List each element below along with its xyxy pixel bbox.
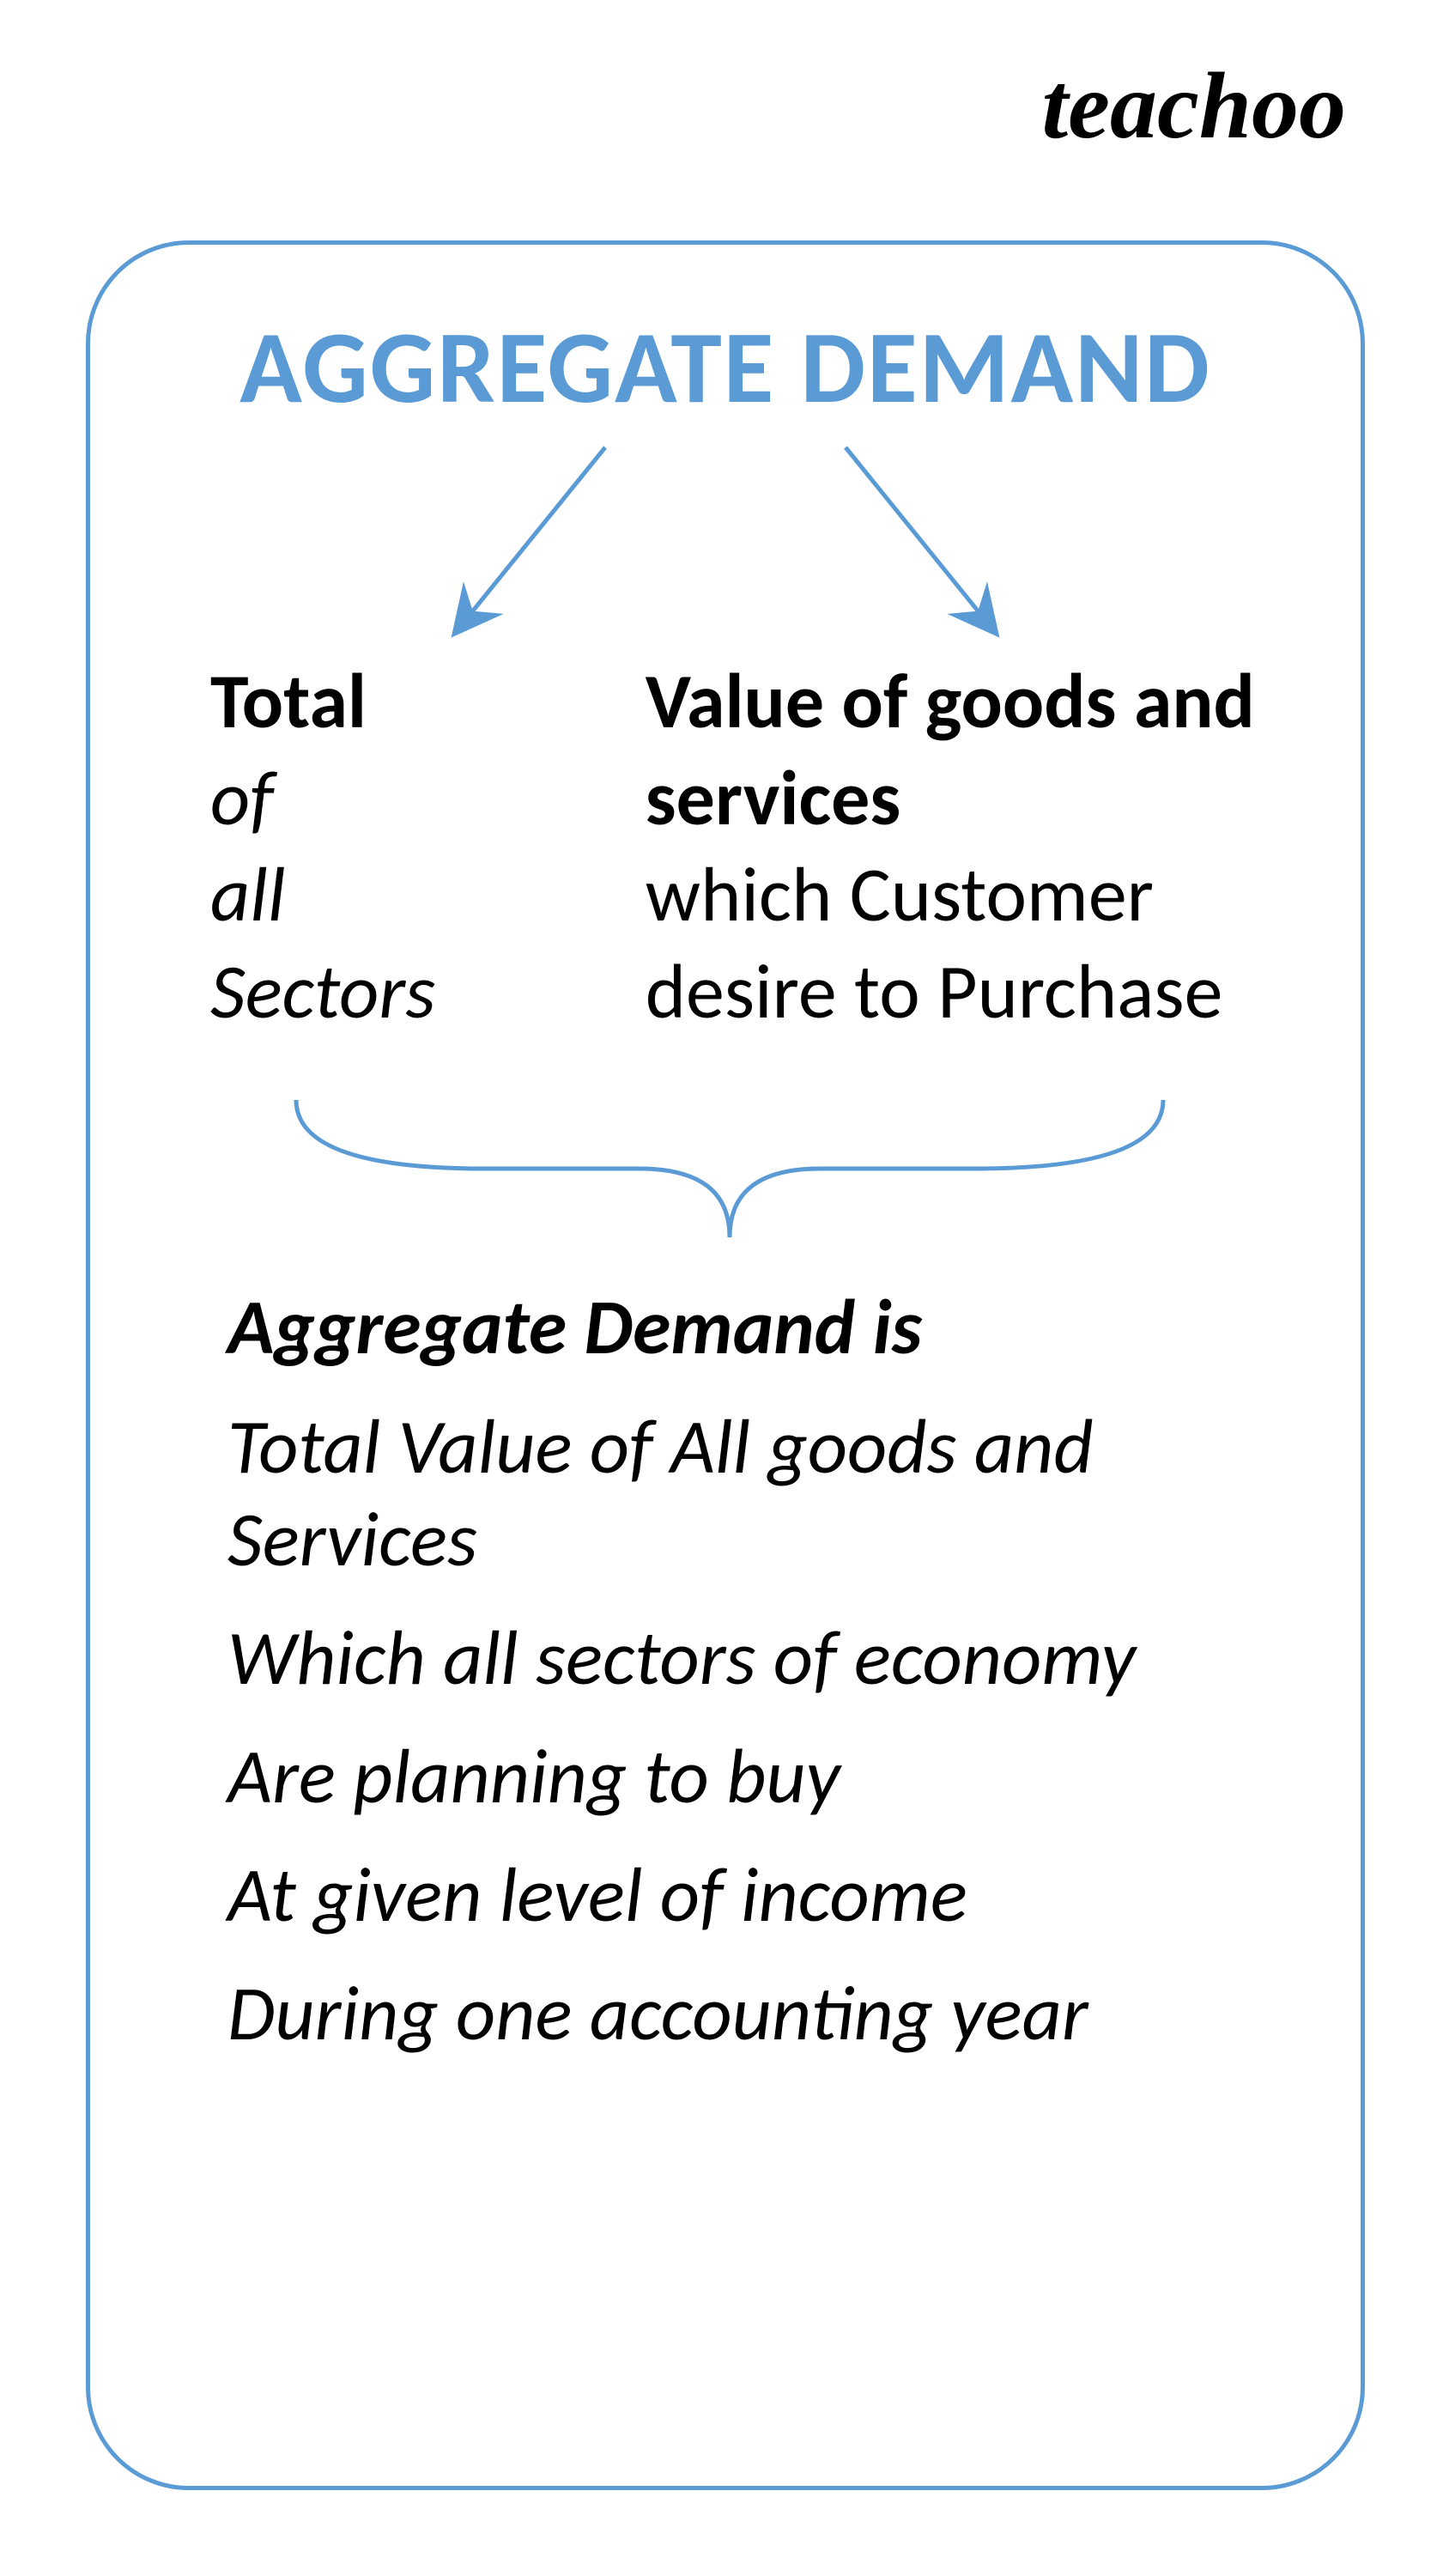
definition-block: Aggregate Demand is Total Value of All g… — [159, 1280, 1292, 2060]
definition-line-4: During one accounting year — [227, 1967, 1258, 2060]
right-branch: Value of goods and services which Custom… — [646, 653, 1258, 1040]
left-branch-line-2: Sectors — [210, 944, 646, 1041]
card-title: AGGREGATE DEMAND — [159, 305, 1292, 430]
left-branch-line-1: all — [210, 847, 646, 944]
right-branch-body: which Customer desire to Purchase — [646, 847, 1258, 1040]
definition-line-1: Which all sectors of economy — [227, 1612, 1258, 1704]
branch-arrows — [159, 430, 1292, 653]
definition-line-3: At given level of income — [227, 1849, 1258, 1941]
left-branch-line-0: of — [210, 750, 646, 848]
curly-brace — [159, 1074, 1292, 1280]
brand-logo: teachoo — [1042, 52, 1346, 161]
definition-line-2: Are planning to buy — [227, 1730, 1258, 1823]
right-branch-head: Value of goods and services — [646, 653, 1258, 847]
left-branch-head: Total — [210, 653, 646, 750]
left-branch: Total of all Sectors — [210, 653, 646, 1040]
branches-row: Total of all Sectors Value of goods and … — [159, 653, 1292, 1040]
main-card: AGGREGATE DEMAND Total of all Sectors Va… — [86, 240, 1365, 2490]
definition-head: Aggregate Demand is — [227, 1280, 1258, 1375]
definition-line-0: Total Value of All goods and Services — [227, 1400, 1258, 1586]
